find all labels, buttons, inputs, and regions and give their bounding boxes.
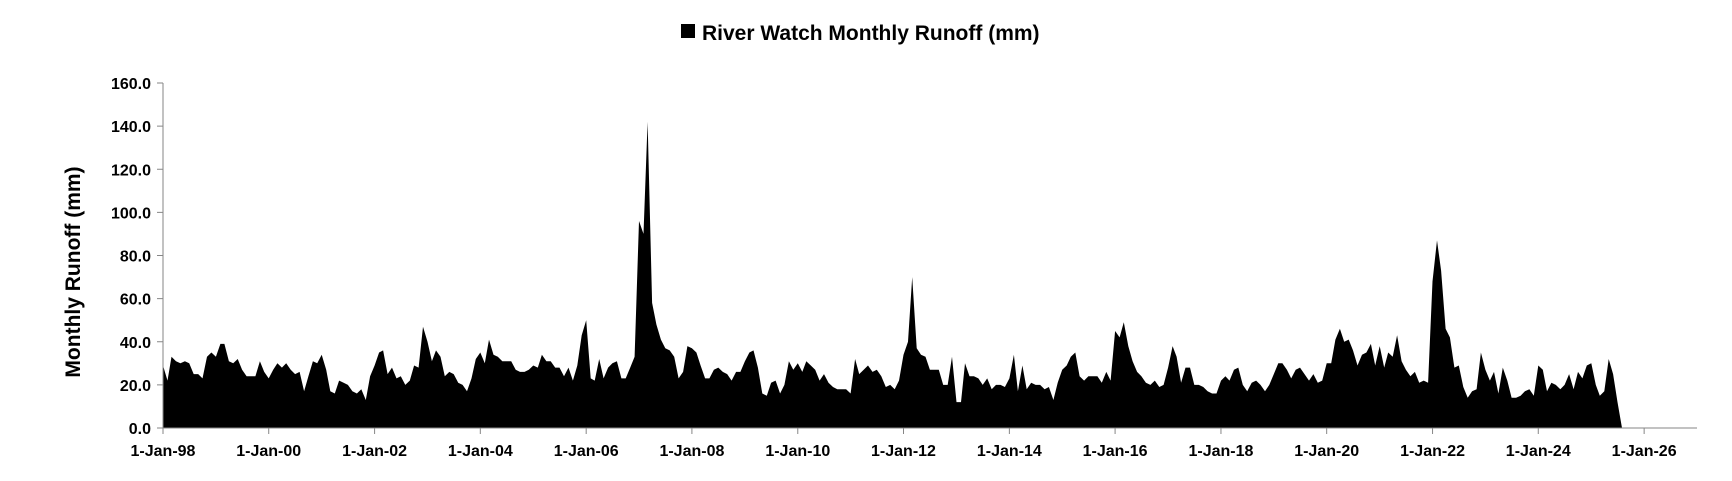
x-tick-label: 1-Jan-98	[131, 443, 196, 460]
x-tick-label: 1-Jan-14	[977, 443, 1042, 460]
legend-swatch	[681, 24, 695, 38]
y-tick-label: 40.0	[120, 335, 151, 352]
x-tick-label: 1-Jan-20	[1294, 443, 1359, 460]
x-tick-label: 1-Jan-00	[236, 443, 301, 460]
x-tick-label: 1-Jan-06	[554, 443, 619, 460]
legend: River Watch Monthly Runoff (mm)	[681, 22, 1040, 45]
x-tick-label: 1-Jan-08	[659, 443, 724, 460]
y-tick-label: 0.0	[129, 421, 151, 438]
y-axis-title: Monthly Runoff (mm)	[62, 166, 85, 377]
legend-label: River Watch Monthly Runoff (mm)	[702, 22, 1040, 45]
x-tick-label: 1-Jan-02	[342, 443, 407, 460]
x-tick-label: 1-Jan-04	[448, 443, 513, 460]
x-tick-label: 1-Jan-16	[1083, 443, 1148, 460]
x-tick-label: 1-Jan-26	[1612, 443, 1677, 460]
x-tick-label: 1-Jan-12	[871, 443, 936, 460]
y-tick-label: 160.0	[111, 76, 151, 93]
y-tick-label: 20.0	[120, 378, 151, 395]
y-tick-label: 80.0	[120, 249, 151, 266]
y-axis-ticks: 0.0 20.0 40.0 60.0 80.0 100.0 120.0 140.0 160.0	[111, 76, 163, 438]
y-tick-label: 140.0	[111, 119, 151, 136]
x-tick-label: 1-Jan-18	[1188, 443, 1253, 460]
x-axis-ticks: 1-Jan-98 1-Jan-00 1-Jan-02 1-Jan-04 1-Jan-06…	[131, 428, 1677, 460]
x-tick-label: 1-Jan-10	[765, 443, 830, 460]
x-tick-label: 1-Jan-24	[1506, 443, 1571, 460]
runoff-area	[163, 121, 1622, 429]
x-tick-label: 1-Jan-22	[1400, 443, 1465, 460]
y-tick-label: 100.0	[111, 205, 151, 222]
y-tick-label: 120.0	[111, 162, 151, 179]
y-tick-label: 60.0	[120, 292, 151, 309]
